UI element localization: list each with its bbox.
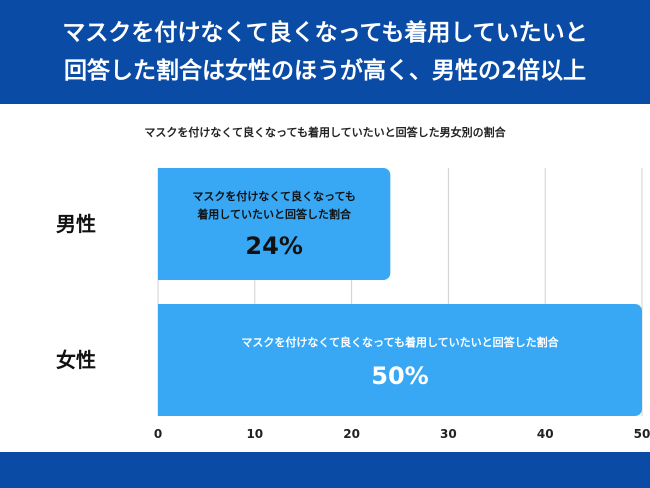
footer-banner xyxy=(0,452,650,488)
bar-left-edge xyxy=(158,168,168,280)
x-tick-label: 10 xyxy=(246,427,263,441)
x-tick-label: 30 xyxy=(440,427,457,441)
header-banner: マスクを付けなくて良くなっても着用していたいと 回答した割合は女性のほうが高く、… xyxy=(0,0,650,104)
bar-annotation: マスクを付けなくて良くなっても xyxy=(192,189,356,203)
category-label: 男性 xyxy=(56,212,96,236)
bar-value-label: 24% xyxy=(245,232,302,260)
chart-title: マスクを付けなくて良くなっても着用していたいと回答した男女別の割合 xyxy=(144,126,506,139)
x-tick-label: 20 xyxy=(343,427,360,441)
header-title-line1: マスクを付けなくて良くなっても着用していたいと xyxy=(62,20,588,46)
bar-annotation: マスクを付けなくて良くなっても着用していたいと回答した割合 xyxy=(241,335,559,349)
bar-annotation: 着用していたいと回答した割合 xyxy=(196,207,352,221)
x-tick-label: 40 xyxy=(537,427,554,441)
x-tick-label: 0 xyxy=(154,427,162,441)
x-tick-label: 50 xyxy=(634,427,650,441)
bar-left-edge xyxy=(158,304,168,416)
bar-value-label: 50% xyxy=(371,362,428,390)
bar xyxy=(158,304,642,416)
header-title-line2: 回答した割合は女性のほうが高く、男性の2倍以上 xyxy=(63,58,586,84)
bar xyxy=(158,168,391,280)
category-label: 女性 xyxy=(56,348,96,372)
